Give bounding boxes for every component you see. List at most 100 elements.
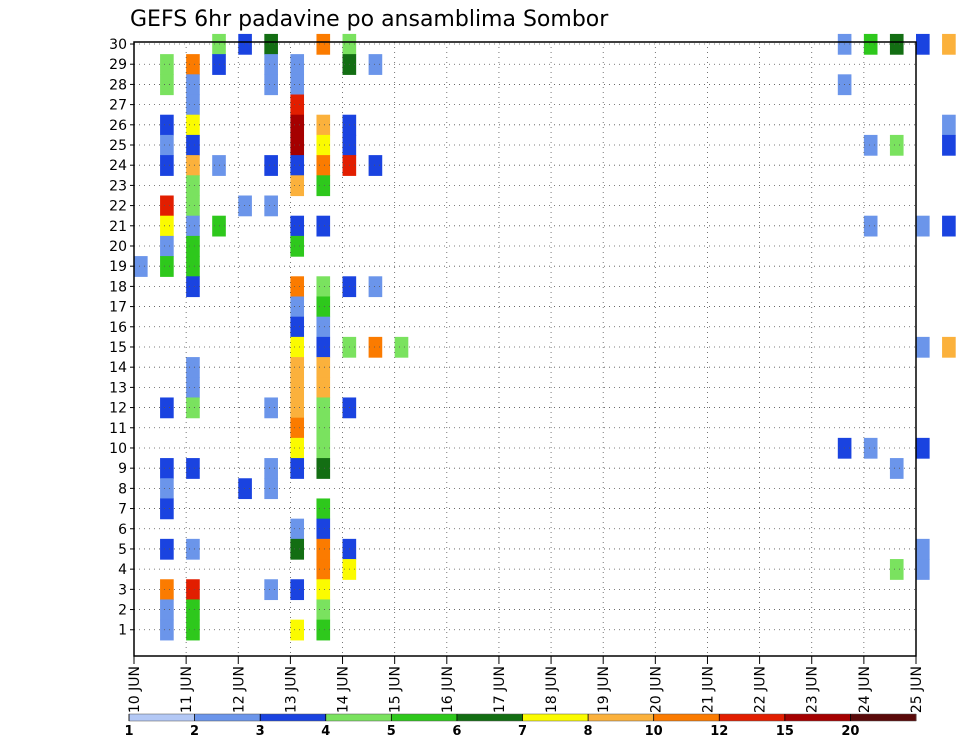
x-tick-label: 12 JUN [231,666,247,713]
heat-cell [942,134,956,156]
heat-cell [264,579,278,601]
x-tick-label: 13 JUN [283,666,299,713]
heat-cell [186,377,200,399]
heat-cell [863,33,878,55]
y-tick-label: 30 [109,37,127,53]
colorbar-label: 5 [387,724,396,739]
heat-cell [238,478,252,500]
heat-cell [160,215,174,237]
heat-cell [863,134,878,156]
heat-cell [316,155,331,176]
heat-cell [290,175,305,197]
y-tick-label: 24 [109,158,127,174]
x-tick-label: 14 JUN [336,666,352,713]
y-tick-label: 11 [109,421,127,437]
heat-cell [316,458,331,479]
heat-cell [316,134,331,156]
heat-cell [186,538,200,560]
heat-cell [264,397,278,419]
x-tick-label: 18 JUN [544,666,560,713]
colorbar-label: 8 [584,724,593,739]
colorbar-label: 1 [124,724,133,739]
heat-cell [916,437,930,459]
colorbar-swatch [325,714,392,721]
x-tick-label: 24 JUN [857,666,873,713]
heat-cell [290,538,305,560]
y-tick-label: 29 [109,57,127,73]
y-tick-label: 21 [109,219,127,235]
heat-cell [186,175,200,197]
heat-cell [160,478,174,500]
heat-cell [160,114,174,136]
heat-cell [290,579,305,601]
colorbar-swatch [456,714,523,721]
heat-cell [186,357,200,378]
y-tick-label: 5 [118,542,127,558]
heat-cell [290,417,305,439]
heat-cell [238,195,252,217]
y-tick-label: 12 [109,401,127,417]
heat-cell [186,579,200,601]
x-tick-label: 19 JUN [596,666,612,713]
heat-cell [134,256,148,277]
y-tick-label: 16 [109,320,127,336]
heat-cell [889,33,904,55]
x-tick-label: 17 JUN [492,666,508,713]
heat-cell [916,33,930,55]
heat-cell [316,559,331,580]
y-tick-label: 15 [109,340,127,356]
heat-cell [942,33,956,55]
x-axis: 10 JUN 11 JUN 12 JUN 13 JUN 14 JUN 15 JUN 16 J… [127,656,925,713]
heat-cell [316,538,331,560]
heat-cell [368,54,383,75]
heat-cell [290,458,305,479]
colorbar-swatch [653,714,720,721]
heat-cell [290,316,305,338]
heat-cell [863,437,878,459]
heat-cell [889,559,904,580]
y-tick-label: 18 [109,279,127,295]
heat-cell [264,195,278,217]
heat-cell [186,74,200,96]
heat-cell [316,417,331,439]
heat-cell [264,155,278,176]
heat-cell [942,114,956,136]
y-tick-label: 9 [118,461,127,477]
colorbar-label: 10 [645,724,663,739]
heat-cell [316,175,331,197]
heat-cell [290,619,305,641]
heat-cell [160,195,174,217]
heat-cell [916,559,930,580]
heat-cell [186,215,200,237]
heat-cell [942,336,956,358]
heat-cell [160,579,174,601]
x-tick-label: 25 JUN [909,666,925,713]
heat-cell [186,134,200,156]
heat-cell [316,518,331,540]
y-tick-label: 14 [109,360,127,376]
heat-cell [160,599,174,621]
colorbar-label: 3 [256,724,265,739]
heat-cell [186,276,200,298]
colorbar-label: 2 [190,724,199,739]
heat-cell [290,276,305,298]
heat-cell [290,155,305,176]
heat-cell [264,458,278,479]
heat-cell [290,74,305,96]
heat-cell [186,94,200,116]
colorbar-label: 7 [518,724,527,739]
heat-cell [316,215,331,237]
y-tick-label: 8 [118,481,127,497]
y-tick-label: 19 [109,259,127,275]
heat-cell [290,518,305,540]
colorbar-swatch [588,714,655,721]
grid-lines [134,42,916,656]
heat-cell [160,235,174,257]
colorbar-label: 20 [841,724,859,739]
colorbar-swatch [784,714,851,721]
heat-cell [160,458,174,479]
x-tick-label: 22 JUN [753,666,769,713]
y-tick-label: 7 [118,502,127,518]
heat-cell [238,33,252,55]
colorbar-swatch [391,714,458,721]
